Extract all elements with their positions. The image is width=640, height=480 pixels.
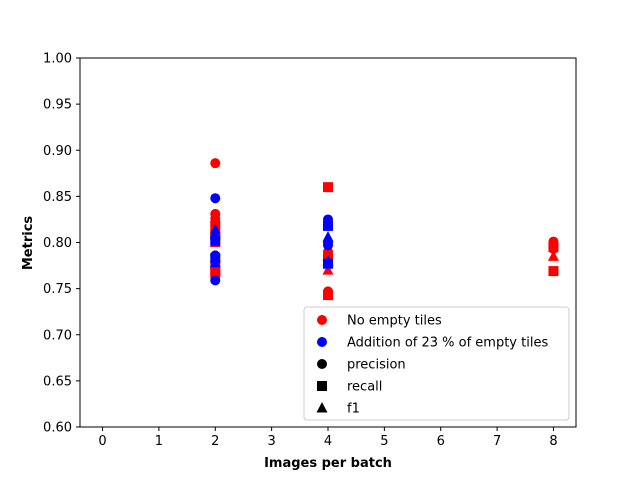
x-tick-label: 0 (98, 434, 106, 449)
x-tick-label: 6 (437, 434, 445, 449)
data-point-f1 (322, 230, 334, 242)
y-tick-label: 0.95 (43, 98, 72, 113)
data-point-f1 (322, 264, 334, 275)
data-point-precision (210, 193, 221, 204)
data-point-precision (323, 240, 333, 251)
y-tick-label: 0.75 (43, 282, 72, 297)
legend-box (303, 306, 570, 421)
legend-marker (316, 402, 328, 413)
y-tick-label: 0.65 (43, 374, 72, 389)
y-tick-label: 0.90 (43, 144, 72, 159)
data-point-recall (323, 182, 333, 193)
data-point-f1 (209, 264, 221, 275)
data-point-recall (210, 235, 221, 246)
x-tick-label: 2 (211, 434, 219, 449)
legend-marker (317, 315, 327, 325)
legend-marker (317, 359, 327, 369)
data-point-f1 (547, 250, 559, 261)
y-axis-label: Metrics (21, 216, 36, 271)
data-point-f1 (209, 256, 221, 268)
data-point-recall (548, 266, 559, 277)
data-point-recall (548, 242, 559, 253)
x-tick-label: 4 (324, 434, 332, 449)
y-tick-label: 1.00 (43, 52, 72, 67)
y-tick-label: 0.80 (43, 236, 72, 251)
data-point-f1 (209, 223, 221, 235)
x-tick-label: 1 (155, 434, 163, 449)
y-tick-label: 0.60 (43, 421, 72, 436)
data-point-recall (323, 290, 333, 301)
legend-label: No empty tiles (347, 314, 442, 329)
legend-marker (317, 337, 327, 347)
legend-label: recall (347, 380, 382, 395)
legend: No empty tiles Addition of 23 % of empty … (303, 306, 570, 421)
data-points (209, 158, 559, 301)
legend-label: f1 (347, 402, 360, 417)
x-axis-ticks: 0 1 2 3 4 5 6 7 8 (98, 427, 558, 449)
y-axis-ticks: 0.60 0.65 0.70 0.75 0.80 0.85 0.90 0.95 1.00 (43, 52, 80, 436)
data-point-precision (210, 158, 221, 169)
y-tick-label: 0.70 (43, 328, 72, 343)
legend-label: precision (347, 358, 406, 373)
x-tick-label: 8 (549, 434, 557, 449)
x-tick-label: 5 (380, 434, 388, 449)
x-tick-label: 3 (267, 434, 275, 449)
x-tick-label: 7 (493, 434, 501, 449)
y-tick-label: 0.85 (43, 190, 72, 205)
legend-label: Addition of 23 % of empty tiles (347, 336, 548, 351)
x-axis-label: Images per batch (264, 456, 392, 471)
data-point-f1 (322, 254, 334, 266)
legend-marker (317, 381, 327, 391)
data-point-precision (210, 275, 221, 286)
data-point-recall (323, 220, 333, 231)
